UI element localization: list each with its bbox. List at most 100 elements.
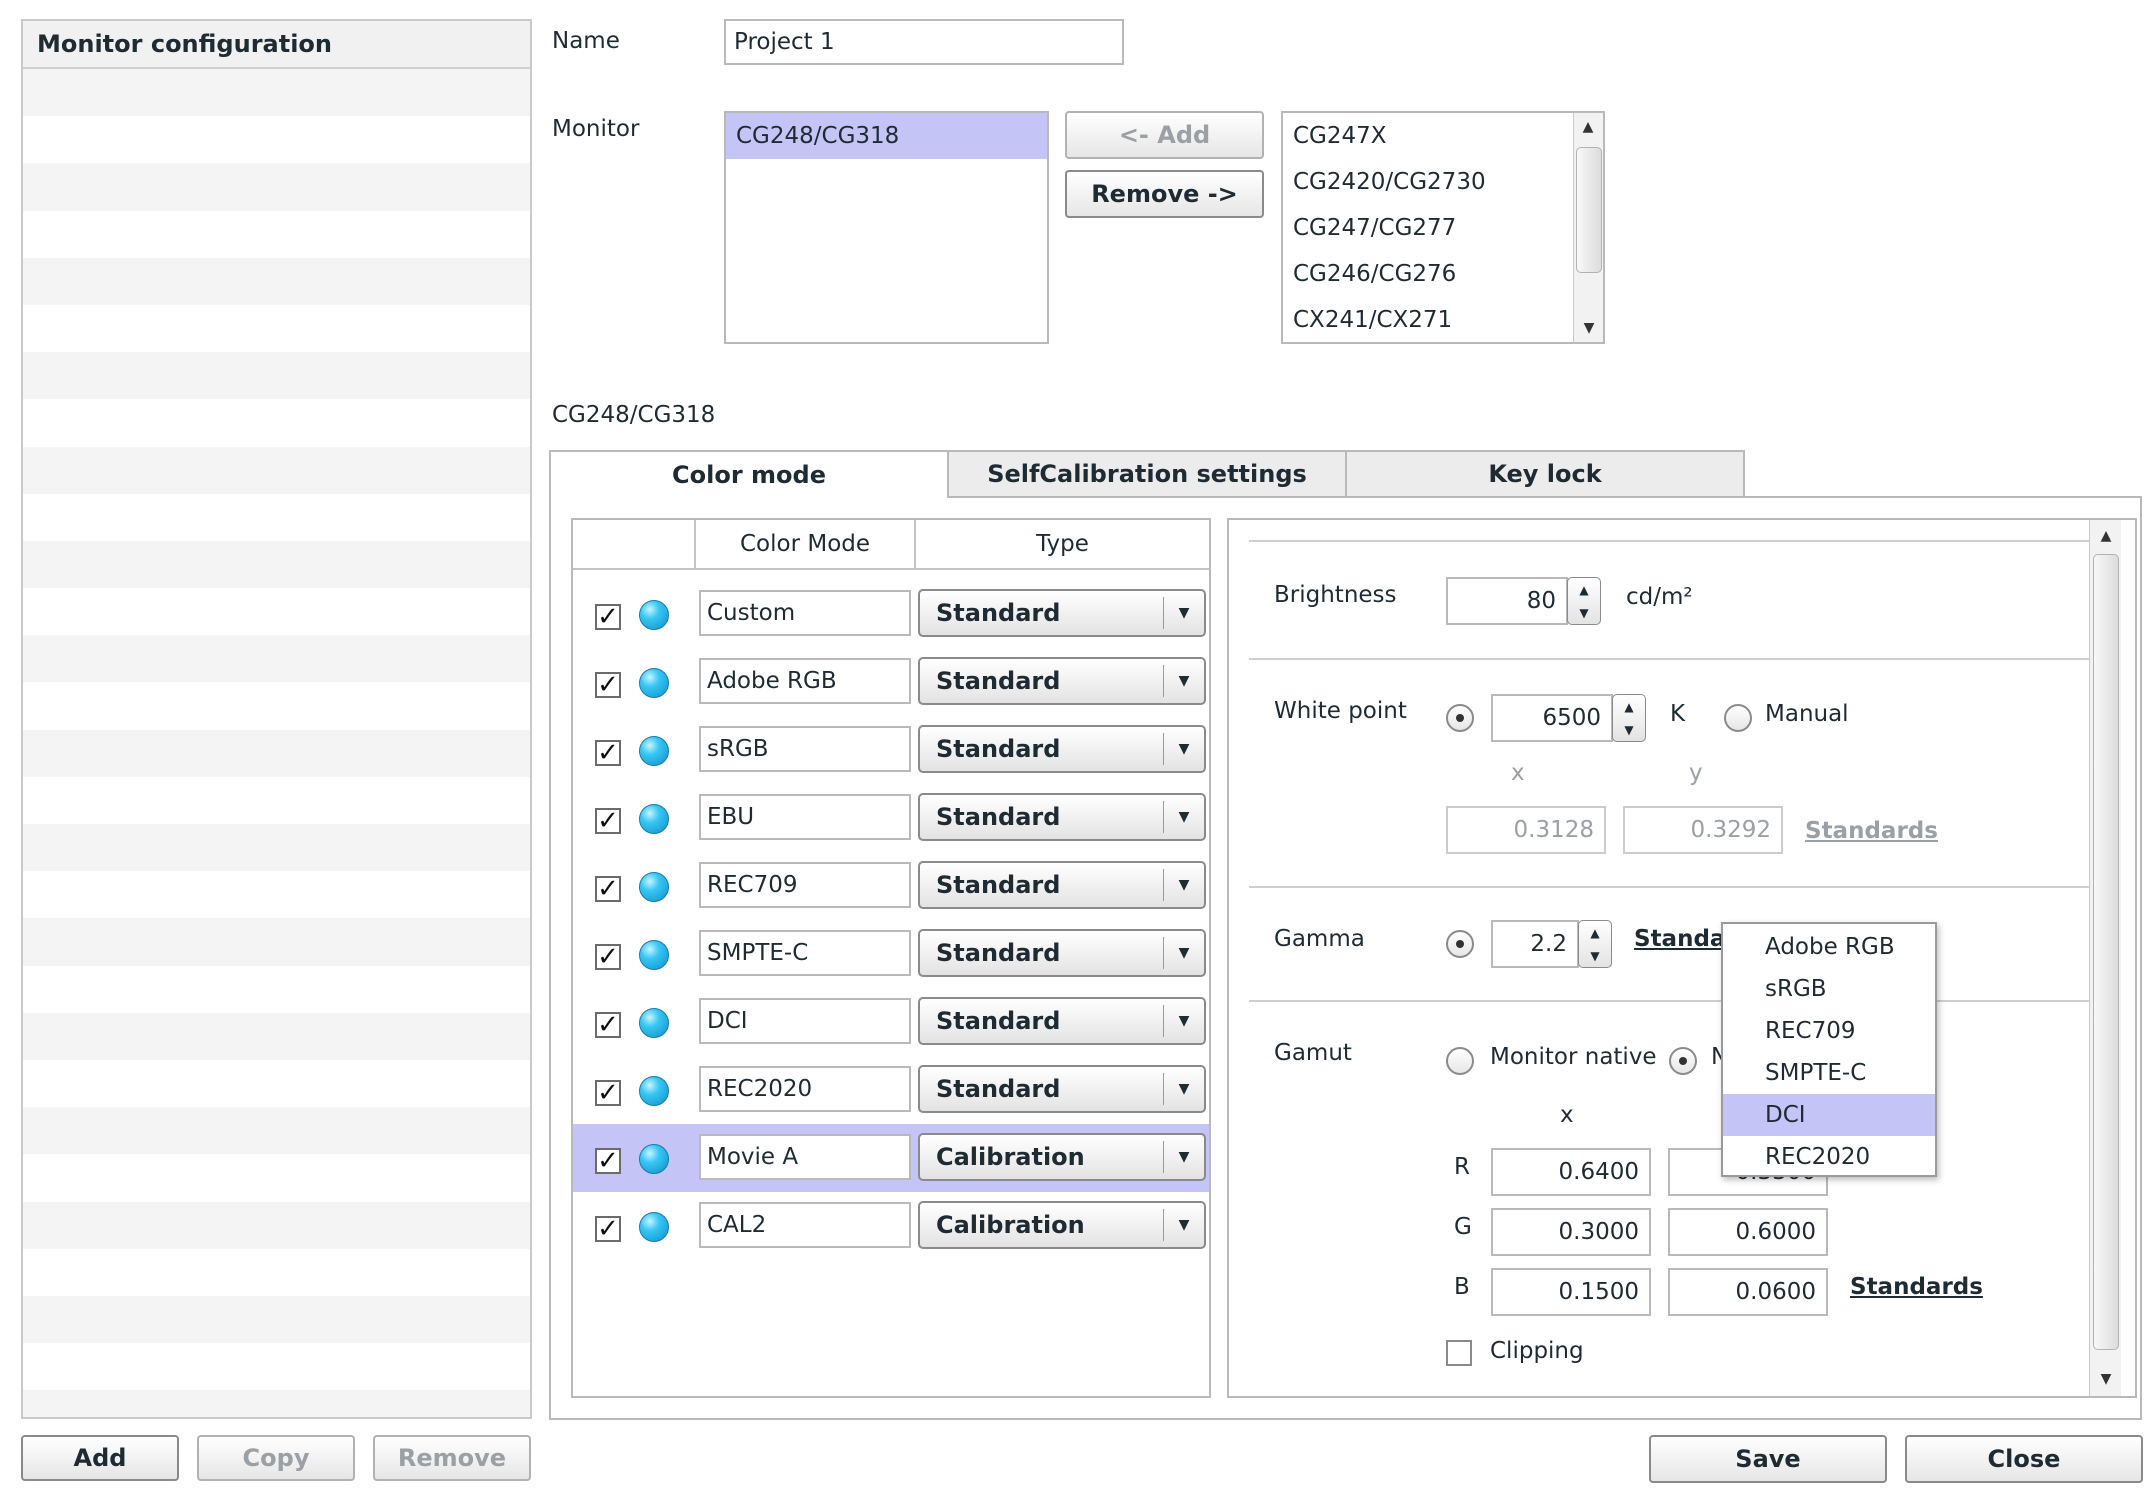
type-dropdown[interactable]: Standard ▼ bbox=[918, 861, 1206, 909]
vertical-scrollbar[interactable]: ▲ ▼ bbox=[2089, 520, 2121, 1396]
add-monitor-button[interactable]: <- Add bbox=[1065, 111, 1264, 159]
scroll-up-icon[interactable]: ▲ bbox=[2100, 528, 2112, 544]
gamma-standards-link[interactable]: Standa bbox=[1634, 926, 1726, 952]
gamut-r-x-field[interactable]: 0.6400 bbox=[1491, 1148, 1651, 1196]
list-item[interactable]: CG246/CG276 bbox=[1293, 261, 1457, 287]
white-point-stepper[interactable]: ▲ ▼ bbox=[1612, 694, 1646, 742]
table-row[interactable]: ✓ REC709 Standard ▼ bbox=[573, 852, 1209, 920]
remove-configuration-button[interactable]: Remove bbox=[373, 1435, 531, 1481]
enable-checkbox[interactable]: ✓ bbox=[595, 1080, 621, 1106]
list-item[interactable] bbox=[23, 1201, 530, 1249]
type-dropdown[interactable]: Standard ▼ bbox=[918, 1065, 1206, 1113]
list-item[interactable] bbox=[23, 210, 530, 258]
tab-color-mode[interactable]: Color mode bbox=[549, 450, 949, 498]
list-item[interactable] bbox=[23, 1107, 530, 1155]
type-dropdown[interactable]: Calibration ▼ bbox=[918, 1133, 1206, 1181]
menu-item[interactable]: DCI bbox=[1723, 1094, 1935, 1136]
gamut-standards-link[interactable]: Standards bbox=[1850, 1274, 1983, 1300]
scroll-down-icon[interactable]: ▼ bbox=[2100, 1371, 2112, 1387]
color-mode-name-field[interactable]: DCI bbox=[699, 998, 911, 1044]
tab-selfcalibration-settings[interactable]: SelfCalibration settings bbox=[947, 450, 1347, 496]
list-item[interactable] bbox=[23, 1390, 530, 1417]
spin-up-icon[interactable]: ▲ bbox=[1590, 925, 1600, 940]
white-point-kelvin-radio[interactable] bbox=[1446, 704, 1474, 732]
color-mode-name-field[interactable]: REC2020 bbox=[699, 1066, 911, 1112]
gamma-input[interactable]: 2.2 bbox=[1491, 920, 1579, 968]
menu-item[interactable]: REC709 bbox=[1765, 1018, 1856, 1044]
list-item[interactable] bbox=[23, 1248, 530, 1296]
close-button[interactable]: Close bbox=[1905, 1435, 2143, 1483]
table-row[interactable]: ✓ Movie A Calibration ▼ bbox=[573, 1124, 1209, 1192]
gamut-b-y-field[interactable]: 0.0600 bbox=[1668, 1268, 1828, 1316]
list-item[interactable] bbox=[23, 446, 530, 494]
gamma-value-radio[interactable] bbox=[1446, 930, 1474, 958]
type-dropdown[interactable]: Standard ▼ bbox=[918, 793, 1206, 841]
menu-item[interactable]: REC2020 bbox=[1765, 1144, 1871, 1170]
spin-up-icon[interactable]: ▲ bbox=[1579, 582, 1589, 597]
list-item[interactable]: CG247/CG277 bbox=[1293, 215, 1457, 241]
list-item[interactable] bbox=[23, 1295, 530, 1344]
list-item[interactable] bbox=[23, 399, 530, 447]
enable-checkbox[interactable]: ✓ bbox=[595, 876, 621, 902]
monitor-configuration-list[interactable]: Monitor configuration bbox=[21, 19, 532, 1419]
gamut-manual-radio[interactable] bbox=[1669, 1047, 1697, 1075]
available-monitors-list[interactable]: CG247X CG2420/CG2730 CG247/CG277 CG246/C… bbox=[1281, 111, 1605, 344]
list-item[interactable]: CX241/CX271 bbox=[1293, 307, 1453, 333]
table-row[interactable]: ✓ SMPTE-C Standard ▼ bbox=[573, 920, 1209, 988]
list-item[interactable]: CG248/CG318 bbox=[726, 113, 1047, 159]
white-point-standards-link[interactable]: Standards bbox=[1805, 818, 1938, 844]
gamut-g-x-field[interactable]: 0.3000 bbox=[1491, 1208, 1651, 1256]
color-mode-name-field[interactable]: CAL2 bbox=[699, 1202, 911, 1248]
tab-key-lock[interactable]: Key lock bbox=[1345, 450, 1745, 496]
list-item[interactable] bbox=[23, 1059, 530, 1108]
save-button[interactable]: Save bbox=[1649, 1435, 1887, 1483]
gamma-stepper[interactable]: ▲ ▼ bbox=[1578, 920, 1612, 968]
vertical-scrollbar[interactable]: ▲ ▼ bbox=[1573, 113, 1603, 342]
list-item[interactable] bbox=[23, 588, 530, 636]
name-field[interactable]: Project 1 bbox=[724, 19, 1124, 65]
list-item[interactable] bbox=[23, 635, 530, 683]
list-item[interactable] bbox=[23, 871, 530, 919]
list-item[interactable] bbox=[23, 918, 530, 966]
selected-monitors-list[interactable]: CG248/CG318 bbox=[724, 111, 1049, 344]
table-row[interactable]: ✓ CAL2 Calibration ▼ bbox=[573, 1192, 1209, 1260]
enable-checkbox[interactable]: ✓ bbox=[595, 604, 621, 630]
table-row[interactable]: ✓ DCI Standard ▼ bbox=[573, 988, 1209, 1056]
list-item[interactable] bbox=[23, 1154, 530, 1202]
type-dropdown[interactable]: Standard ▼ bbox=[918, 997, 1206, 1045]
enable-checkbox[interactable]: ✓ bbox=[595, 1148, 621, 1174]
clipping-checkbox[interactable] bbox=[1446, 1340, 1472, 1366]
table-row[interactable]: ✓ REC2020 Standard ▼ bbox=[573, 1056, 1209, 1124]
gamut-g-y-field[interactable]: 0.6000 bbox=[1668, 1208, 1828, 1256]
spin-down-icon[interactable]: ▼ bbox=[1624, 722, 1634, 737]
enable-checkbox[interactable]: ✓ bbox=[595, 1216, 621, 1242]
list-item[interactable] bbox=[23, 1012, 530, 1060]
enable-checkbox[interactable]: ✓ bbox=[595, 1012, 621, 1038]
type-dropdown[interactable]: Standard ▼ bbox=[918, 929, 1206, 977]
scroll-thumb[interactable] bbox=[1576, 147, 1602, 273]
white-point-input[interactable]: 6500 bbox=[1491, 694, 1613, 742]
color-mode-name-field[interactable]: EBU bbox=[699, 794, 911, 840]
list-item[interactable] bbox=[23, 682, 530, 730]
white-point-manual-radio[interactable] bbox=[1724, 704, 1752, 732]
table-row[interactable]: ✓ Custom Standard ▼ bbox=[573, 580, 1209, 648]
enable-checkbox[interactable]: ✓ bbox=[595, 672, 621, 698]
color-mode-name-field[interactable]: sRGB bbox=[699, 726, 911, 772]
enable-checkbox[interactable]: ✓ bbox=[595, 808, 621, 834]
brightness-stepper[interactable]: ▲ ▼ bbox=[1567, 577, 1601, 625]
list-item[interactable] bbox=[23, 540, 530, 589]
gamut-b-x-field[interactable]: 0.1500 bbox=[1491, 1268, 1651, 1316]
menu-item[interactable]: sRGB bbox=[1765, 976, 1827, 1002]
type-dropdown[interactable]: Standard ▼ bbox=[918, 657, 1206, 705]
brightness-input[interactable]: 80 bbox=[1446, 577, 1568, 625]
list-item[interactable] bbox=[23, 776, 530, 824]
scroll-up-icon[interactable]: ▲ bbox=[1582, 119, 1594, 135]
color-mode-name-field[interactable]: Adobe RGB bbox=[699, 658, 911, 704]
add-configuration-button[interactable]: Add bbox=[21, 1435, 179, 1481]
list-item[interactable] bbox=[23, 493, 530, 541]
menu-item[interactable]: SMPTE-C bbox=[1765, 1060, 1867, 1086]
table-row[interactable]: ✓ sRGB Standard ▼ bbox=[573, 716, 1209, 784]
type-dropdown[interactable]: Standard ▼ bbox=[918, 589, 1206, 637]
list-item[interactable] bbox=[23, 163, 530, 211]
wp-x-field[interactable]: 0.3128 bbox=[1446, 806, 1606, 854]
